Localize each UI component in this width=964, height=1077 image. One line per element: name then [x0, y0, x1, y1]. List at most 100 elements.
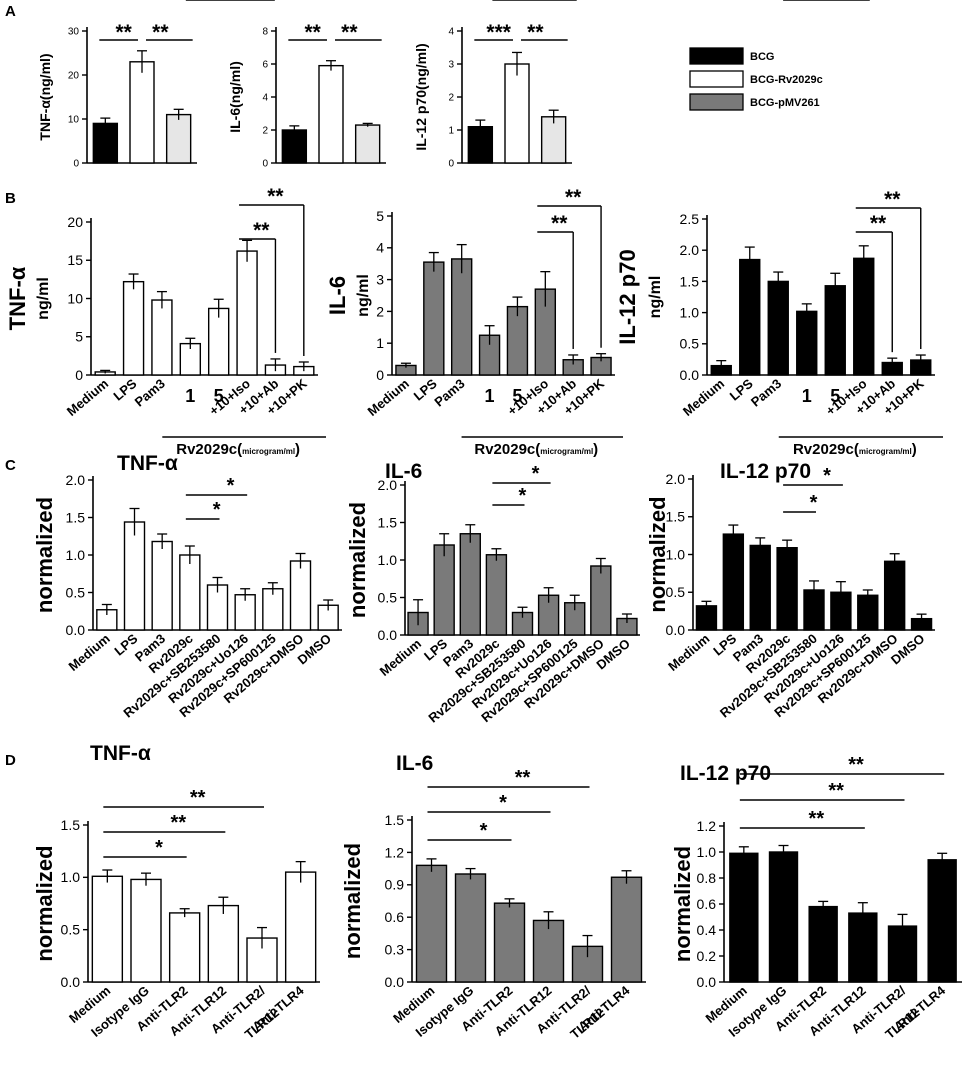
y-tick-label: 0.0 — [66, 622, 86, 638]
legend-swatch — [689, 93, 744, 111]
y-tick-label: 1.5 — [378, 514, 398, 530]
y-tick-label: 2.0 — [378, 477, 398, 493]
y-tick-label: 30 — [68, 27, 80, 38]
bar — [767, 280, 789, 376]
group-label: Rv2029c(microgram/ml) — [176, 441, 300, 458]
bar — [532, 919, 565, 983]
y-tick-label: 2 — [448, 93, 454, 104]
bar — [433, 544, 455, 636]
sig-label: *** — [486, 21, 511, 44]
group-label-main: Rv2029c( — [176, 441, 242, 458]
group-label-unit: microgram/ml — [242, 447, 295, 456]
bar — [151, 299, 173, 376]
y-axis-label: normalized — [670, 846, 695, 962]
group-label-close: ) — [912, 441, 917, 458]
y-tick-label: 1.5 — [61, 817, 81, 833]
x-tick-label: Medium — [64, 376, 111, 419]
sig-label: ** — [253, 219, 270, 242]
y-tick-label: 0.2 — [697, 948, 717, 964]
chart-title: TNF-α — [90, 742, 151, 765]
bar — [262, 588, 284, 631]
sig-label: ** — [171, 812, 187, 834]
y-axis-label: normalized — [645, 496, 670, 612]
y-tick-label: 1.5 — [680, 273, 700, 289]
panel-letter-a: A — [5, 3, 16, 20]
y-tick-label: 0.9 — [385, 877, 405, 893]
y-tick-label: 3 — [376, 272, 384, 288]
group-label-unit: microgram/ml — [540, 447, 593, 456]
sig-label: * — [519, 485, 527, 507]
y-tick-label: 4 — [262, 93, 268, 104]
legend-label: BCG-pMV261 — [750, 97, 820, 109]
bar — [459, 533, 481, 636]
y-tick-label: 1.0 — [378, 552, 398, 568]
sig-label: ** — [341, 21, 358, 44]
bar — [423, 261, 445, 376]
y-axis-unit: ng/ml — [355, 274, 372, 317]
group-label-main: Rv2029c( — [793, 441, 859, 458]
bar — [207, 904, 240, 983]
chart-title: IL-6 — [396, 752, 433, 775]
y-tick-label: 2.0 — [66, 472, 86, 488]
y-tick-label: 5 — [75, 329, 83, 345]
bar — [729, 852, 759, 983]
chart-d-1: 0.00.51.01.5normalizedTNF-αMediumIsotype… — [32, 742, 320, 1042]
bar — [768, 851, 799, 983]
y-tick-label: 1 — [376, 335, 384, 351]
bar — [179, 554, 201, 631]
chart-title: IL-12 p70 — [680, 762, 771, 785]
sig-label: ** — [515, 767, 531, 789]
y-tick-label: 0.6 — [385, 909, 405, 925]
bar — [824, 285, 846, 376]
bar — [123, 521, 146, 631]
sig-label: * — [227, 475, 235, 497]
y-axis-label: IL-12 p70(ng/ml) — [413, 43, 429, 150]
group-label-main: Rv2029c( — [474, 441, 540, 458]
y-tick-label: 3 — [448, 60, 454, 71]
bar — [281, 129, 308, 164]
legend-swatch — [689, 47, 744, 65]
chart-a-1: 0 10 20 30 TNF-α(ng/ml) ** ** — [37, 21, 197, 170]
y-tick-label: 1.0 — [666, 546, 686, 562]
y-tick-label: 0.0 — [378, 627, 398, 643]
y-tick-label: 0.5 — [66, 584, 86, 600]
x-tick-label: 1 — [185, 386, 195, 406]
bar — [493, 902, 526, 983]
bar — [853, 257, 875, 376]
y-tick-label: 8 — [262, 27, 268, 38]
x-tick-label: Pam3 — [132, 376, 168, 410]
y-tick-label: 0 — [73, 159, 79, 170]
panel-letter-c: C — [5, 457, 16, 474]
sig-label: ** — [884, 188, 901, 211]
bar — [883, 560, 906, 631]
sig-label: * — [213, 499, 221, 521]
y-tick-label: 0 — [448, 159, 454, 170]
y-axis-unit: ng/ml — [35, 277, 52, 320]
y-tick-label: 0.0 — [385, 974, 405, 990]
bar — [504, 63, 530, 164]
y-axis-unit: ng/ml — [647, 276, 664, 319]
bar — [129, 61, 155, 164]
y-axis-label: IL-6(ng/ml) — [227, 61, 243, 133]
y-tick-label: 0.6 — [697, 896, 717, 912]
y-tick-label: 2 — [376, 303, 384, 319]
chart-title: IL-12 p70 — [720, 460, 811, 483]
bar — [485, 554, 508, 636]
y-axis-label: TNF-α(ng/ml) — [37, 53, 53, 140]
y-axis-label: IL-12 p70 — [615, 249, 640, 344]
x-tick-label: 5 — [214, 386, 224, 406]
bar — [454, 873, 487, 983]
y-tick-label: 1.0 — [61, 869, 81, 885]
y-tick-label: 1.2 — [697, 818, 717, 834]
sig-label: ** — [527, 21, 544, 44]
sig-label: ** — [115, 21, 132, 44]
sig-label: * — [532, 463, 540, 485]
chart-d-2: 0.00.30.60.91.21.5normalizedIL-6MediumIs… — [340, 752, 646, 1042]
legend-label: BCG-Rv2029c — [750, 74, 823, 86]
y-tick-label: 2.0 — [680, 242, 700, 258]
y-tick-label: 1.0 — [697, 844, 717, 860]
y-tick-label: 0.5 — [378, 589, 398, 605]
y-tick-label: 0.3 — [385, 942, 405, 958]
bar — [91, 875, 124, 983]
